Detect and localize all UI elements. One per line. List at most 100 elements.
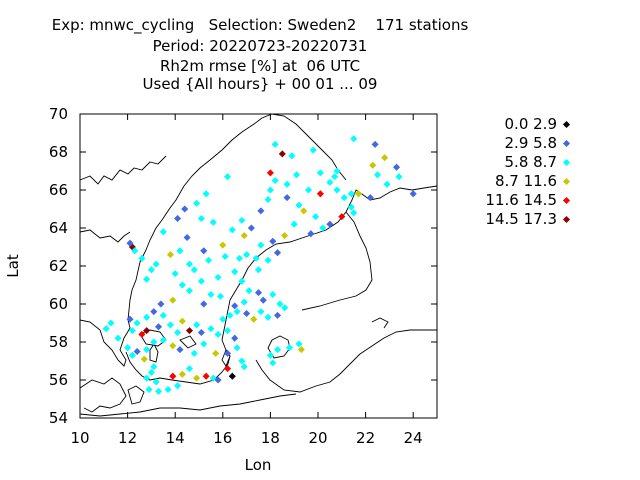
station-point (174, 214, 182, 223)
legend-label: 5.8 8.7 (504, 153, 557, 171)
station-point (366, 194, 374, 202)
station-point (114, 334, 122, 342)
station-point (193, 199, 201, 207)
y-axis-label: Lat (4, 254, 22, 278)
station-point (185, 260, 194, 268)
station-point (409, 190, 417, 198)
station-point (197, 277, 205, 285)
station-point (331, 173, 339, 181)
station-point (185, 365, 194, 373)
station-point (240, 232, 248, 240)
station-point (300, 207, 308, 215)
station-point (181, 205, 189, 213)
x-tick-label: 18 (261, 429, 280, 447)
station-point (231, 302, 239, 310)
station-point (200, 300, 208, 308)
station-point (290, 220, 298, 228)
station-point (243, 251, 251, 259)
station-point (190, 349, 198, 357)
station-point (228, 226, 236, 234)
station-point (383, 180, 391, 188)
y-tick-label: 56 (49, 371, 68, 389)
station-point (157, 300, 165, 308)
station-point (124, 344, 132, 352)
y-tick-label: 66 (49, 181, 68, 199)
station-point (240, 298, 248, 306)
station-point (373, 171, 382, 179)
station-point (233, 344, 241, 352)
station-point (212, 349, 220, 357)
data-points (102, 135, 417, 395)
station-point (185, 327, 194, 335)
station-point (171, 270, 179, 278)
station-point (304, 186, 313, 194)
station-point (224, 327, 232, 335)
station-point (333, 186, 341, 194)
station-point (176, 247, 184, 255)
station-point (266, 169, 274, 177)
station-point (174, 328, 182, 337)
station-point (159, 336, 167, 344)
station-point (226, 311, 234, 319)
station-point (333, 167, 341, 175)
station-point (138, 254, 146, 262)
station-point (257, 207, 265, 215)
station-point (169, 372, 177, 380)
station-point (369, 161, 377, 169)
station-point (257, 241, 265, 249)
station-point (274, 249, 282, 257)
station-point (150, 308, 158, 316)
station-point (264, 256, 272, 264)
title-line-4: Used {All hours} + 00 01 ... 09 (142, 75, 378, 93)
y-tick-label: 68 (49, 143, 68, 161)
station-point (138, 330, 146, 338)
y-tick-label: 70 (49, 105, 68, 123)
station-point (128, 351, 136, 359)
station-point (214, 330, 222, 338)
station-point (126, 315, 134, 323)
station-point (143, 346, 151, 354)
station-point (150, 363, 158, 371)
station-point (166, 321, 174, 329)
station-point (197, 328, 205, 337)
station-point (326, 178, 334, 186)
x-tick-label: 12 (118, 429, 137, 447)
station-point (274, 346, 282, 354)
legend-label: 14.5 17.3 (485, 210, 557, 228)
station-point (202, 372, 210, 380)
station-point (347, 203, 355, 211)
station-point (200, 340, 208, 348)
station-point (350, 209, 358, 217)
x-axis-label: Lon (245, 456, 272, 474)
station-point (340, 194, 348, 202)
station-point (140, 355, 148, 363)
station-point (207, 290, 215, 299)
station-point (281, 232, 289, 240)
station-point (238, 357, 246, 365)
x-tick-label: 24 (404, 429, 423, 447)
station-point (166, 251, 174, 259)
station-point (278, 150, 286, 158)
station-point (178, 317, 186, 325)
station-point (155, 323, 163, 331)
station-point (266, 186, 274, 194)
station-point (371, 140, 379, 148)
station-point (231, 334, 239, 342)
station-point (131, 247, 139, 255)
y-tick-label: 64 (49, 219, 68, 237)
station-point (312, 213, 320, 221)
station-point (350, 135, 358, 143)
station-point (133, 319, 141, 327)
station-point (269, 237, 277, 245)
station-point (252, 254, 260, 262)
station-point (221, 252, 229, 261)
station-point (159, 311, 167, 319)
station-point (228, 372, 236, 380)
station-point (178, 370, 186, 378)
station-point (283, 194, 291, 202)
station-point (102, 325, 110, 333)
station-point (159, 228, 167, 236)
station-point (219, 315, 227, 323)
station-point (209, 218, 217, 226)
